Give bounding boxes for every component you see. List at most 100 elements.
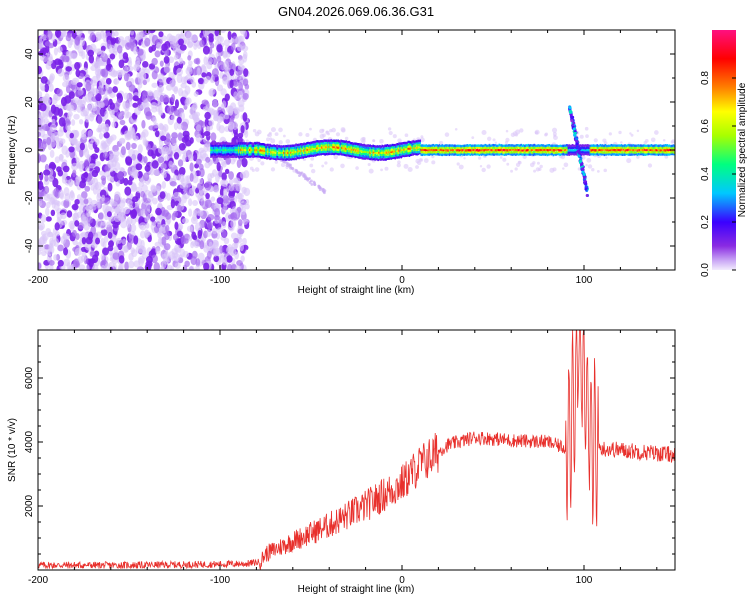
ridge-cell (532, 153, 535, 156)
ridge-cell (389, 148, 391, 152)
ridge-cell (515, 148, 518, 152)
ridge-cell (267, 156, 269, 159)
ridge-cell (572, 150, 575, 154)
ridge-cell (312, 149, 314, 152)
noise-dot (176, 67, 183, 76)
ridge-cell (603, 151, 606, 154)
ridge-cell (580, 150, 583, 154)
ridge-cell (322, 150, 324, 154)
ridge-cell (293, 149, 295, 152)
ridge-cell (344, 153, 346, 157)
noise-dot (38, 180, 44, 191)
noise-dot (38, 104, 42, 111)
ridge-cell (220, 144, 222, 147)
ridge-cell (285, 149, 287, 152)
ridge-cell (488, 148, 491, 151)
ridge-cell (247, 144, 249, 147)
ridge-cell (322, 140, 324, 143)
noise-dot (88, 163, 96, 169)
ridge-cell (585, 144, 588, 147)
ridge-cell (470, 149, 473, 152)
ridge-cell (478, 151, 481, 154)
ridge-cell (588, 153, 591, 156)
ridge-cell (585, 152, 588, 156)
ridge-cell (321, 143, 323, 147)
ridge-cell (334, 150, 336, 153)
ridge-cell (276, 153, 278, 156)
ridge-cell (417, 144, 420, 147)
ridge-cell (387, 155, 389, 159)
ridge-cell (419, 144, 422, 147)
ridge-cell (501, 149, 504, 152)
ridge-cell (408, 145, 410, 148)
noise-dot (225, 212, 231, 222)
ridge-cell (471, 153, 474, 156)
ridge-cell (612, 153, 615, 156)
ridge-cell (402, 141, 404, 145)
noise-dot (205, 192, 210, 200)
noise-dot (87, 172, 93, 180)
ridge-cell (378, 156, 380, 160)
noise-dot (130, 209, 137, 219)
ridge-cell (366, 153, 368, 156)
ridge-cell (537, 151, 540, 154)
ridge-cell (500, 150, 503, 154)
noise-dot (112, 252, 120, 260)
ridge-cell (365, 144, 367, 147)
ridge-cell (212, 148, 214, 151)
ridge-cell (518, 148, 521, 152)
noise-dot (202, 106, 209, 112)
noise-dot (182, 154, 187, 163)
ridge-cell (299, 143, 301, 147)
ridge-cell (318, 148, 320, 152)
ridge-cell (590, 149, 593, 152)
ridge-cell (396, 153, 398, 157)
ridge-cell (236, 153, 238, 156)
noise-dot (236, 159, 242, 169)
ridge-cell (527, 153, 530, 156)
ridge-cell (256, 151, 258, 154)
ridge-cell (470, 146, 473, 150)
ridge-cell (356, 147, 358, 150)
ridge-cell (287, 155, 289, 159)
ridge-cell (340, 150, 342, 154)
noise-dot (88, 30, 96, 33)
noise-dot (182, 250, 190, 258)
ridge-cell (269, 146, 271, 149)
ridge-cell (473, 148, 476, 152)
noise-dot (103, 197, 111, 205)
halo-dot (664, 154, 669, 159)
ridge-cell (350, 148, 352, 151)
ridge-cell (357, 154, 359, 157)
ridge-cell (385, 144, 387, 148)
ridge-cell (299, 145, 301, 149)
ridge-cell (252, 150, 254, 154)
noise-dot (160, 168, 166, 176)
ridge-cell (564, 151, 567, 154)
ridge-cell (440, 153, 443, 156)
ridge-cell (393, 156, 395, 159)
ridge-cell (400, 148, 402, 152)
ridge-cell (224, 146, 226, 150)
ridge-cell (384, 147, 386, 150)
ridge-cell (472, 151, 475, 154)
ridge-cell (467, 150, 470, 153)
ridge-cell (262, 149, 264, 153)
noise-dot (242, 218, 248, 226)
ridge-cell (251, 144, 253, 148)
ridge-cell (382, 155, 384, 159)
ridge-cell (218, 150, 220, 154)
ridge-cell (460, 152, 463, 156)
noise-dot (40, 76, 48, 84)
ridge-cell (311, 149, 313, 153)
noise-dot (87, 104, 92, 112)
ridge-cell (482, 144, 485, 148)
noise-dot (79, 148, 84, 158)
ridge-cell (364, 152, 366, 156)
noise-dot (204, 199, 212, 208)
ridge-cell (371, 145, 373, 148)
ridge-cell (340, 152, 342, 156)
noise-dot (163, 65, 171, 74)
ridge-cell (298, 146, 300, 149)
ridge-cell (353, 150, 355, 154)
